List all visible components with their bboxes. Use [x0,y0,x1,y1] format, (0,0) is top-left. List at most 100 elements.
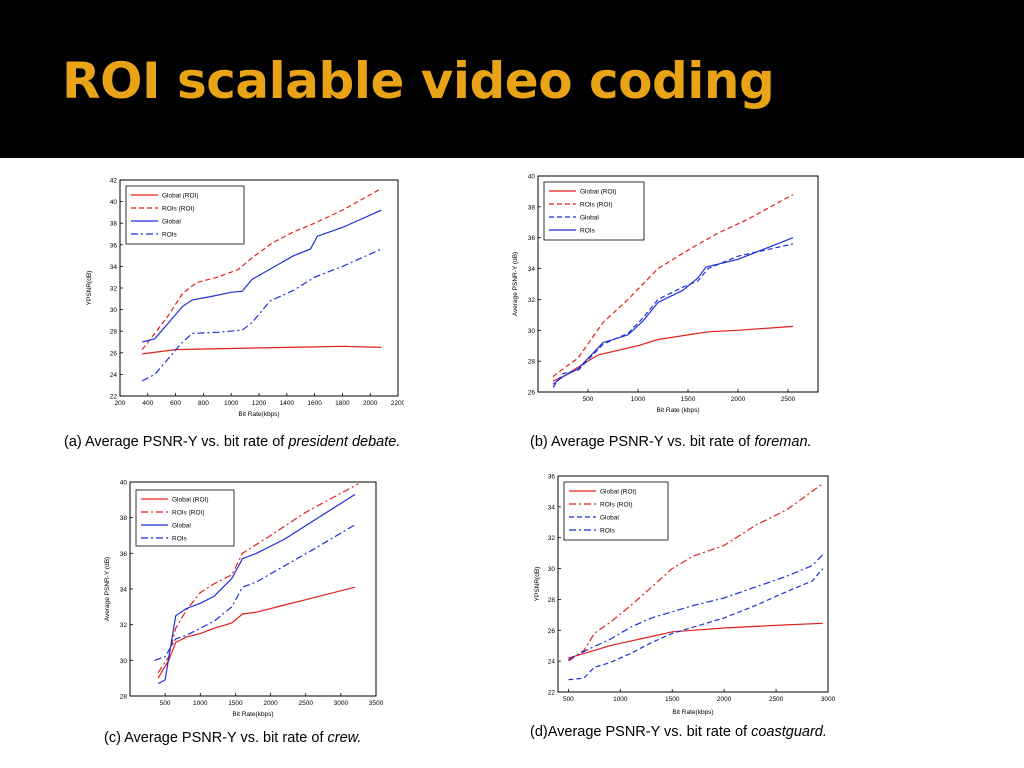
legend-label: ROIs (ROI) [580,202,613,209]
title-divider [0,158,1024,162]
x-tick-label: 200 [115,400,126,407]
y-tick-label: 34 [110,264,118,271]
x-tick-label: 1200 [252,400,267,407]
caption-c: (c) Average PSNR-Y vs. bit rate of crew. [104,730,361,746]
chart-svg: 500 1000 1500 2000 2500 3000 3500 28 30 32 34 36 38 4… [104,480,384,719]
caption-a: (a) Average PSNR-Y vs. bit rate of presi… [64,434,400,450]
legend-box [125,185,245,245]
y-tick-label: 28 [548,597,556,604]
y-tick-label: 42 [110,178,118,185]
caption-b-name: foreman. [754,434,812,450]
y-tick-label: 24 [548,659,556,666]
legend-label: Global (ROI) [600,489,636,496]
y-axis-label: Average PSNR-Y (dB) [512,252,519,316]
x-tick-label: 3000 [821,696,836,703]
caption-b-prefix: (b) Average PSNR-Y vs. bit rate of [530,434,755,450]
y-tick-label: 22 [548,690,556,697]
chart-svg: 500 1000 1500 2000 2500 26 28 30 32 34 36 38 40 Bit R… [512,174,819,414]
y-tick-label: 36 [548,474,556,481]
series-line [141,248,382,382]
y-tick-label: 32 [120,622,128,629]
x-axis-label: Bit Rate(kbps) [232,711,273,718]
series-line [568,622,823,659]
series-line [552,243,794,388]
y-tick-label: 38 [110,221,118,228]
x-tick-label: 400 [142,400,153,407]
y-tick-label: 40 [110,199,118,206]
x-tick-label: 2000 [731,396,746,403]
y-tick-label: 28 [528,359,536,366]
y-tick-label: 30 [548,566,556,573]
series-line [157,586,356,679]
y-tick-label: 34 [120,587,128,594]
x-tick-label: 1600 [307,400,322,407]
y-tick-label: 30 [120,658,128,665]
legend-label: Global (ROI) [162,193,198,200]
y-tick-label: 28 [110,329,118,336]
legend-label: Global (ROI) [172,497,208,504]
series-line [568,554,824,661]
legend-label: ROIs (ROI) [600,502,633,509]
title-bar: ROI scalable video coding [0,0,1024,158]
caption-a-name: president debate. [288,434,401,450]
legend-label: Global [600,515,619,522]
y-tick-label: 26 [548,628,556,635]
legend-label: ROIs [162,232,178,239]
x-tick-label: 1500 [681,396,696,403]
x-tick-label: 2000 [717,696,732,703]
series-line [157,483,359,674]
legend-label: Global [580,215,599,222]
y-axis-label: Average PSNR-Y (dB) [104,557,111,621]
series-line [568,568,824,681]
y-tick-label: 36 [120,551,128,558]
y-tick-label: 40 [120,480,128,487]
y-tick-label: 38 [120,515,128,522]
series-line [157,493,356,685]
x-tick-label: 2200 [391,400,404,407]
y-tick-label: 32 [110,286,118,293]
series-line [552,325,794,382]
x-tick-label: 2500 [781,396,796,403]
y-tick-label: 38 [528,204,536,211]
y-tick-label: 36 [110,242,118,249]
x-tick-label: 1500 [665,696,680,703]
x-tick-label: 2500 [298,700,313,707]
x-tick-label: 3500 [369,700,384,707]
y-tick-label: 30 [528,328,536,335]
y-tick-label: 40 [528,174,536,181]
x-tick-label: 600 [170,400,181,407]
legend-label: Global [162,219,181,226]
chart-svg: 500 1000 1500 2000 2500 3000 22 24 26 28 30 32 34 36 B… [534,474,836,717]
caption-d-prefix: (d)Average PSNR-Y vs. bit rate of [530,724,752,740]
caption-a-prefix: (a) Average PSNR-Y vs. bit rate of [64,434,289,450]
legend-label: Global (ROI) [580,189,616,196]
y-tick-label: 32 [528,297,536,304]
legend-label: ROIs [172,536,188,543]
series-line [154,524,356,661]
y-tick-label: 24 [110,372,118,379]
chart-svg: 200 400 600 800 1000 1200 1400 1600 1800 2000 2200… [86,178,404,419]
caption-d-name: coastguard. [751,724,827,740]
x-axis-label: Bit Rate(kbps) [672,709,713,716]
legend-label: ROIs (ROI) [172,510,205,517]
x-tick-label: 2000 [263,700,278,707]
x-tick-label: 1000 [613,696,628,703]
x-tick-label: 500 [563,696,574,703]
legend-label: Global [172,523,191,530]
series-line [552,193,794,378]
x-tick-label: 2500 [769,696,784,703]
x-tick-label: 1400 [280,400,295,407]
x-tick-label: 500 [160,700,171,707]
legend-label: ROIs (ROI) [162,206,195,213]
x-tick-label: 3000 [334,700,349,707]
caption-c-prefix: (c) Average PSNR-Y vs. bit rate of [104,730,328,746]
legend-box [563,481,669,541]
y-tick-label: 28 [120,694,128,701]
x-tick-label: 1500 [228,700,243,707]
y-tick-label: 36 [528,235,536,242]
y-tick-label: 30 [110,307,118,314]
caption-d: (d)Average PSNR-Y vs. bit rate of coastg… [530,724,827,740]
x-tick-label: 800 [198,400,209,407]
series-line [141,188,382,350]
chart-foreman: 500 1000 1500 2000 2500 26 28 30 32 34 36 38 40 Bit R… [508,170,826,418]
